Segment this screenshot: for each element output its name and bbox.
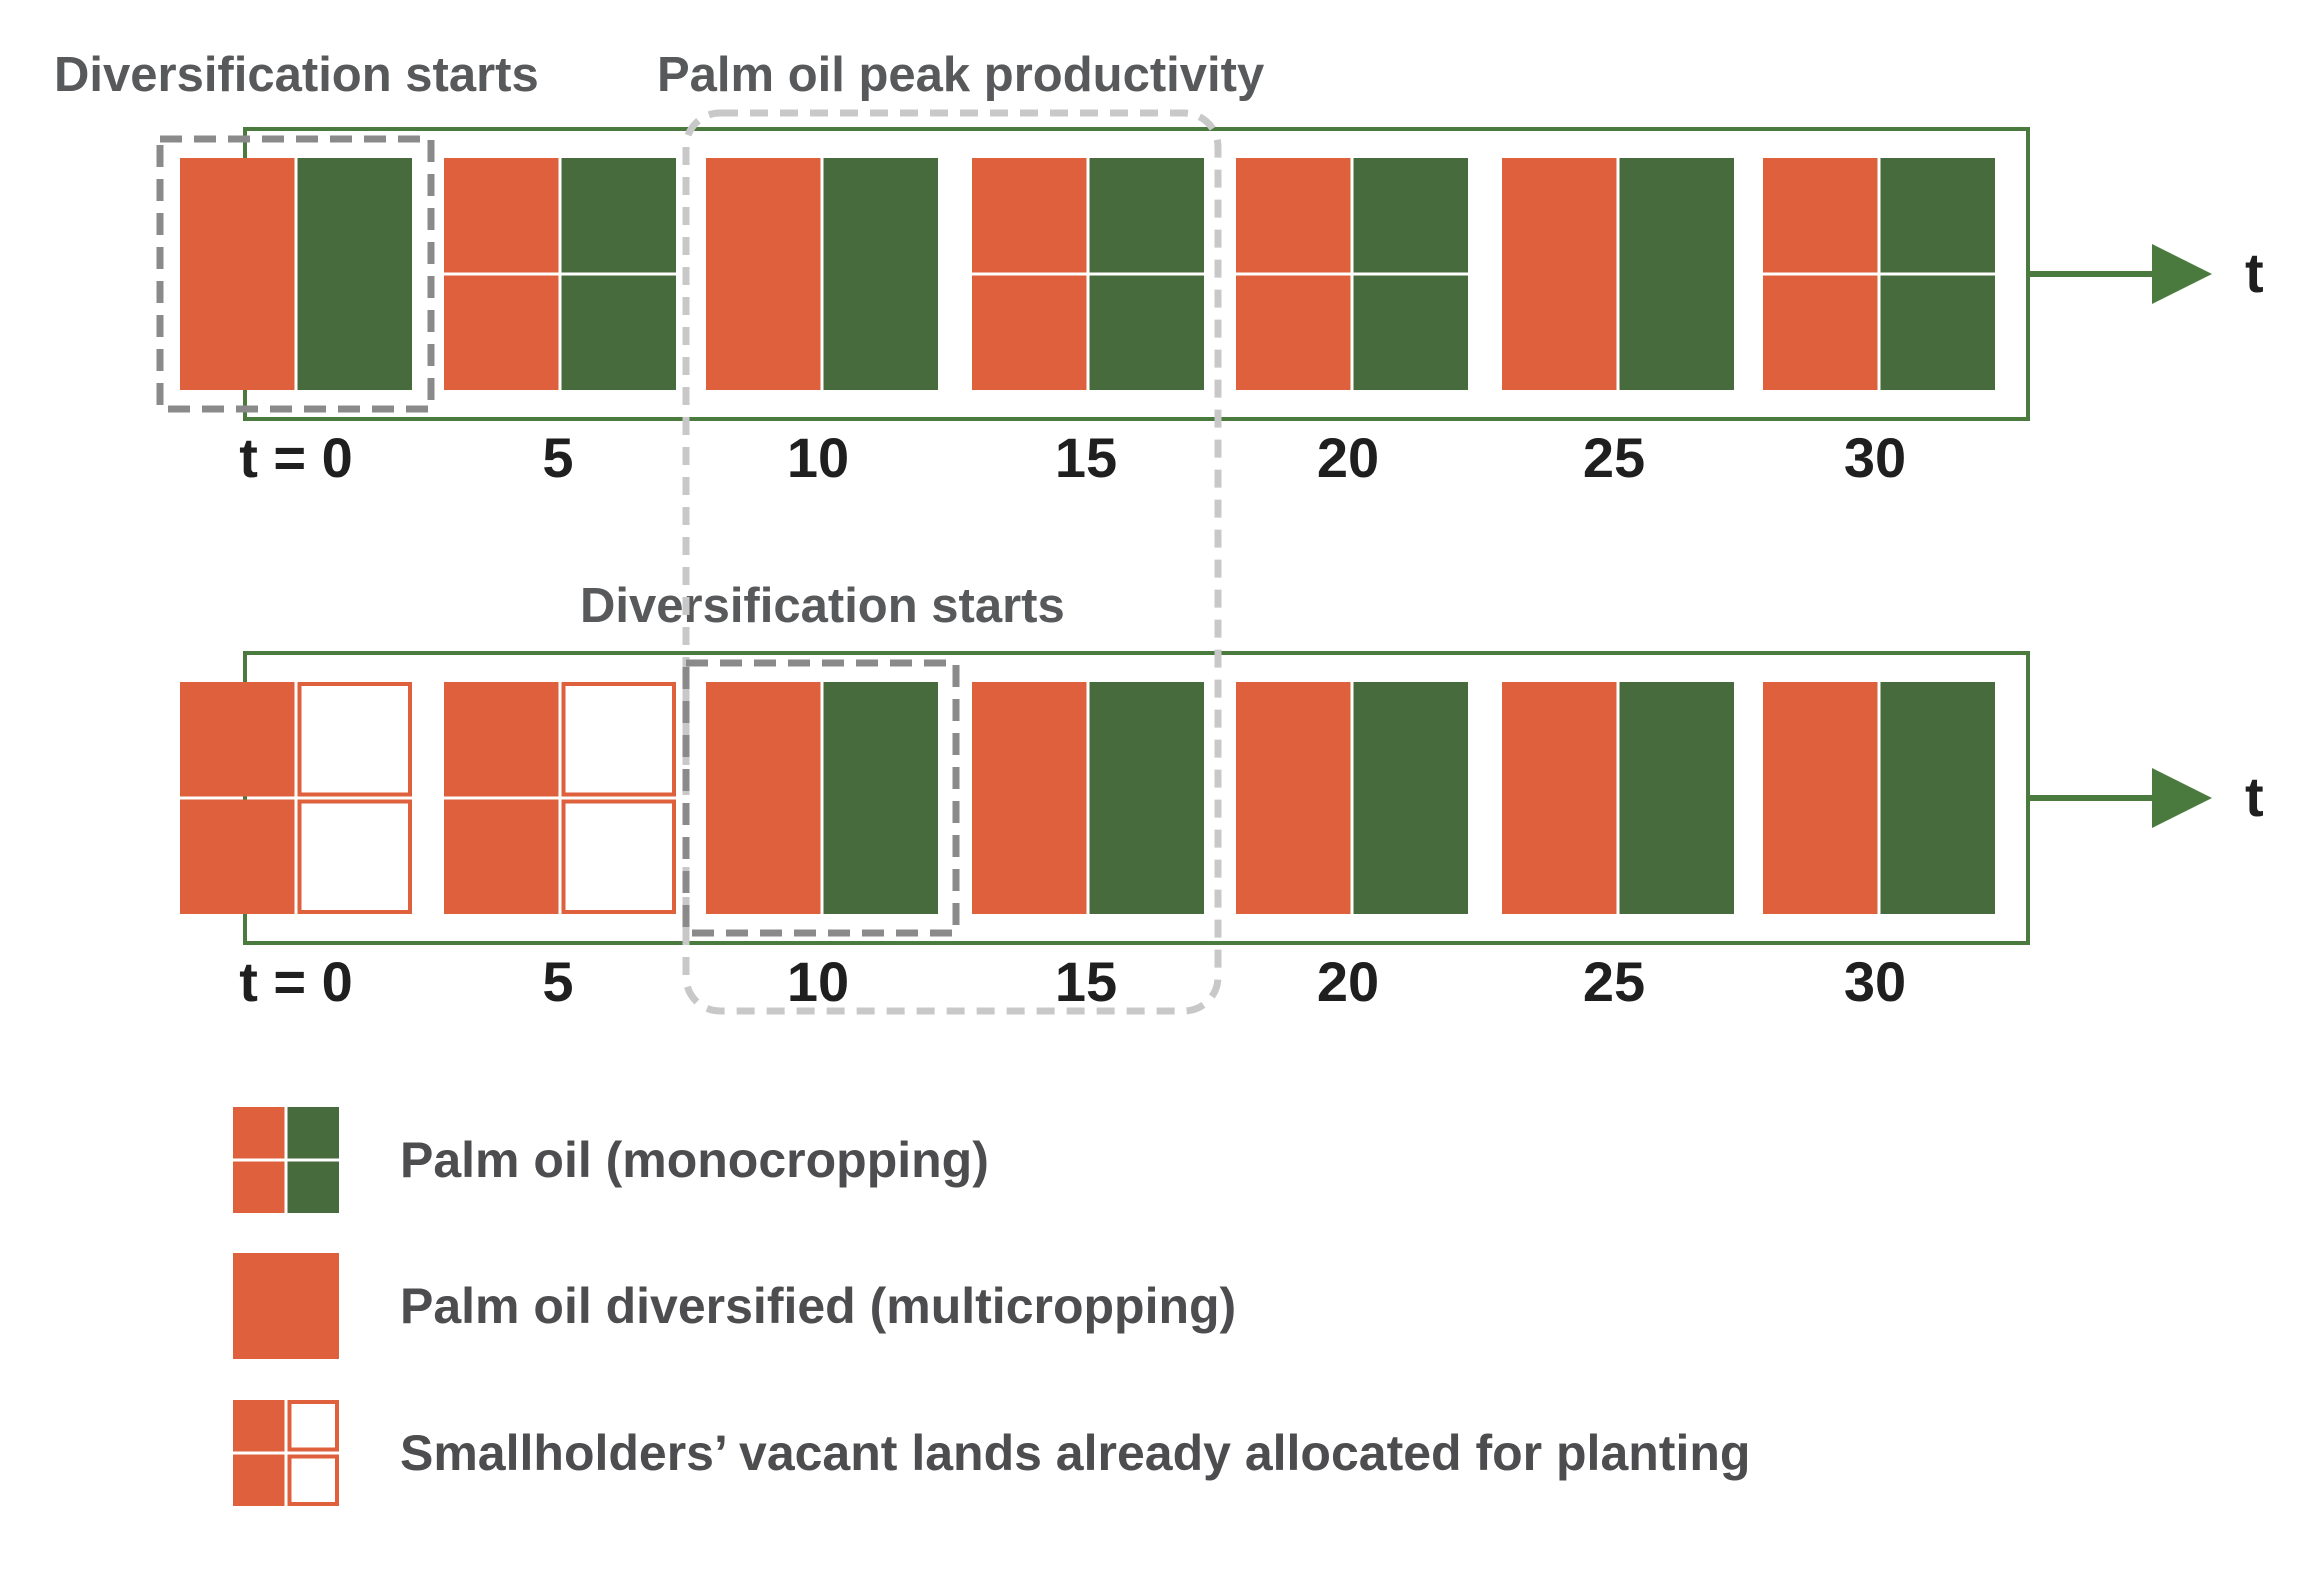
bottom-4-block [1236,682,1468,914]
bottom-tick-label: 5 [542,950,573,1013]
bottom-tick-label: 25 [1583,950,1645,1013]
legend-label: Palm oil (monocropping) [400,1132,989,1188]
bottom-4-palm-half [1236,682,1351,914]
top-2-green-half [823,158,938,390]
bottom-0-palm-cell [180,799,295,914]
bottom-1-palm-cell [444,682,559,797]
legend-0-palm-cell [233,1107,285,1159]
bottom-timeline-blocks [180,682,1995,914]
top-5-palm-half [1502,158,1617,390]
legend-2-vacant-cell [287,1454,339,1506]
top-axis-t-label: t [2245,241,2264,304]
top-4-palm-cell [1236,158,1351,273]
bottom-3-green-half [1089,682,1204,914]
legend: Palm oil (monocropping) Palm oil diversif… [233,1107,1750,1506]
legend-1-block [233,1253,339,1359]
top-4-palm-cell [1236,275,1351,390]
top-1-green-cell [561,158,676,273]
bottom-timeline-ticks: t = 0 5 10 15 20 25 30 [239,950,1906,1013]
top-3-green-cell [1089,275,1204,390]
bottom-tick-label: 30 [1844,950,1906,1013]
top-tick-label: 25 [1583,426,1645,489]
bottom-3-block [972,682,1204,914]
top-1-palm-cell [444,275,559,390]
top-3-block [972,158,1204,390]
top-2-palm-half [706,158,821,390]
top-diversification-label: Diversification starts [54,48,539,102]
legend-2-palm-cell [233,1400,285,1452]
top-1-palm-cell [444,158,559,273]
top-6-green-cell [1880,158,1995,273]
top-6-green-cell [1880,275,1995,390]
bottom-3-palm-half [972,682,1087,914]
top-4-green-cell [1353,275,1468,390]
bottom-tick-label: t = 0 [239,950,353,1013]
bottom-6-block [1763,682,1995,914]
bottom-axis-t-label: t [2245,765,2264,828]
legend-label: Smallholders’ vacant lands already alloc… [400,1425,1750,1481]
legend-label: Palm oil diversified (multicropping) [400,1278,1236,1334]
top-tick-label: 30 [1844,426,1906,489]
bottom-2-block [706,682,938,914]
bottom-tick-label: 15 [1055,950,1117,1013]
legend-0-block [233,1107,339,1213]
top-timeline-ticks: t = 0 5 10 15 20 25 30 [239,426,1906,489]
top-4-green-cell [1353,158,1468,273]
top-4-block [1236,158,1468,390]
top-1-block [444,158,676,390]
bottom-2-green-half [823,682,938,914]
bottom-0-vacant-cell [297,682,412,797]
legend-1-palm-block [233,1253,339,1359]
top-tick-label: 5 [542,426,573,489]
bottom-0-palm-cell [180,682,295,797]
top-0-palm-half [180,158,295,390]
legend-0-palm-cell [233,1161,285,1213]
legend-2-block [233,1400,339,1506]
bottom-1-block [444,682,676,914]
top-0-green-half [297,158,412,390]
top-3-green-cell [1089,158,1204,273]
bottom-0-block [180,682,412,914]
top-6-palm-cell [1763,158,1878,273]
top-3-palm-cell [972,158,1087,273]
peak-productivity-label: Palm oil peak productivity [657,48,1264,102]
top-tick-label: t = 0 [239,426,353,489]
peak-productivity-highlight [682,109,1222,1015]
top-tick-label: 10 [787,426,849,489]
bottom-2-palm-half [706,682,821,914]
legend-2-palm-cell [233,1454,285,1506]
bottom-1-palm-cell [444,799,559,914]
bottom-tick-label: 20 [1317,950,1379,1013]
top-tick-label: 20 [1317,426,1379,489]
bottom-6-green-half [1880,682,1995,914]
top-1-green-cell [561,275,676,390]
bottom-1-vacant-cell [561,682,676,797]
bottom-6-palm-half [1763,682,1878,914]
top-timeline-blocks [180,158,1995,390]
top-0-block [180,158,412,390]
bottom-tick-label: 10 [787,950,849,1013]
bottom-5-block [1502,682,1734,914]
top-6-palm-cell [1763,275,1878,390]
bottom-5-palm-half [1502,682,1617,914]
bottom-4-green-half [1353,682,1468,914]
top-6-block [1763,158,1995,390]
legend-0-green-cell [287,1107,339,1159]
top-tick-label: 15 [1055,426,1117,489]
top-2-block [706,158,938,390]
top-5-green-half [1619,158,1734,390]
bottom-0-vacant-cell [297,799,412,914]
bottom-diversification-label: Diversification starts [580,579,1065,633]
top-3-palm-cell [972,275,1087,390]
bottom-1-vacant-cell [561,799,676,914]
bottom-5-green-half [1619,682,1734,914]
legend-0-green-cell [287,1161,339,1213]
legend-2-vacant-cell [287,1400,339,1452]
top-5-block [1502,158,1734,390]
